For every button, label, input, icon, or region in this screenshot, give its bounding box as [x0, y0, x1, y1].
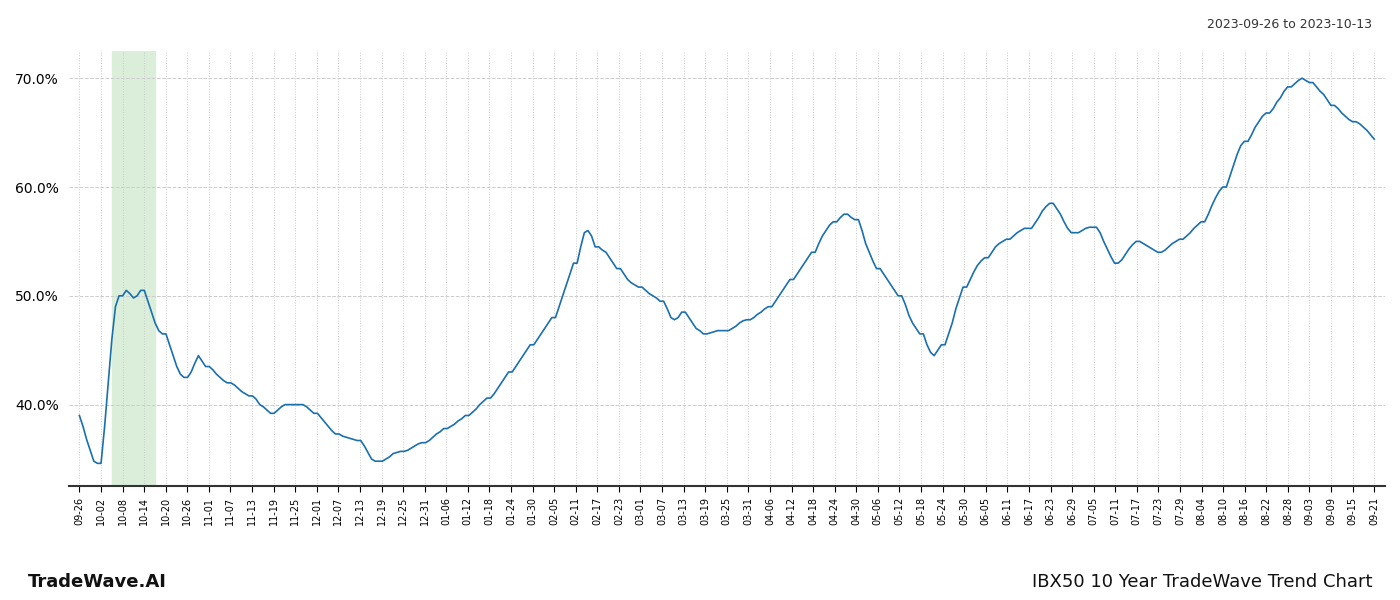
Bar: [112, 51, 155, 486]
Text: 2023-09-26 to 2023-10-13: 2023-09-26 to 2023-10-13: [1207, 18, 1372, 31]
Text: IBX50 10 Year TradeWave Trend Chart: IBX50 10 Year TradeWave Trend Chart: [1032, 573, 1372, 591]
Text: TradeWave.AI: TradeWave.AI: [28, 573, 167, 591]
